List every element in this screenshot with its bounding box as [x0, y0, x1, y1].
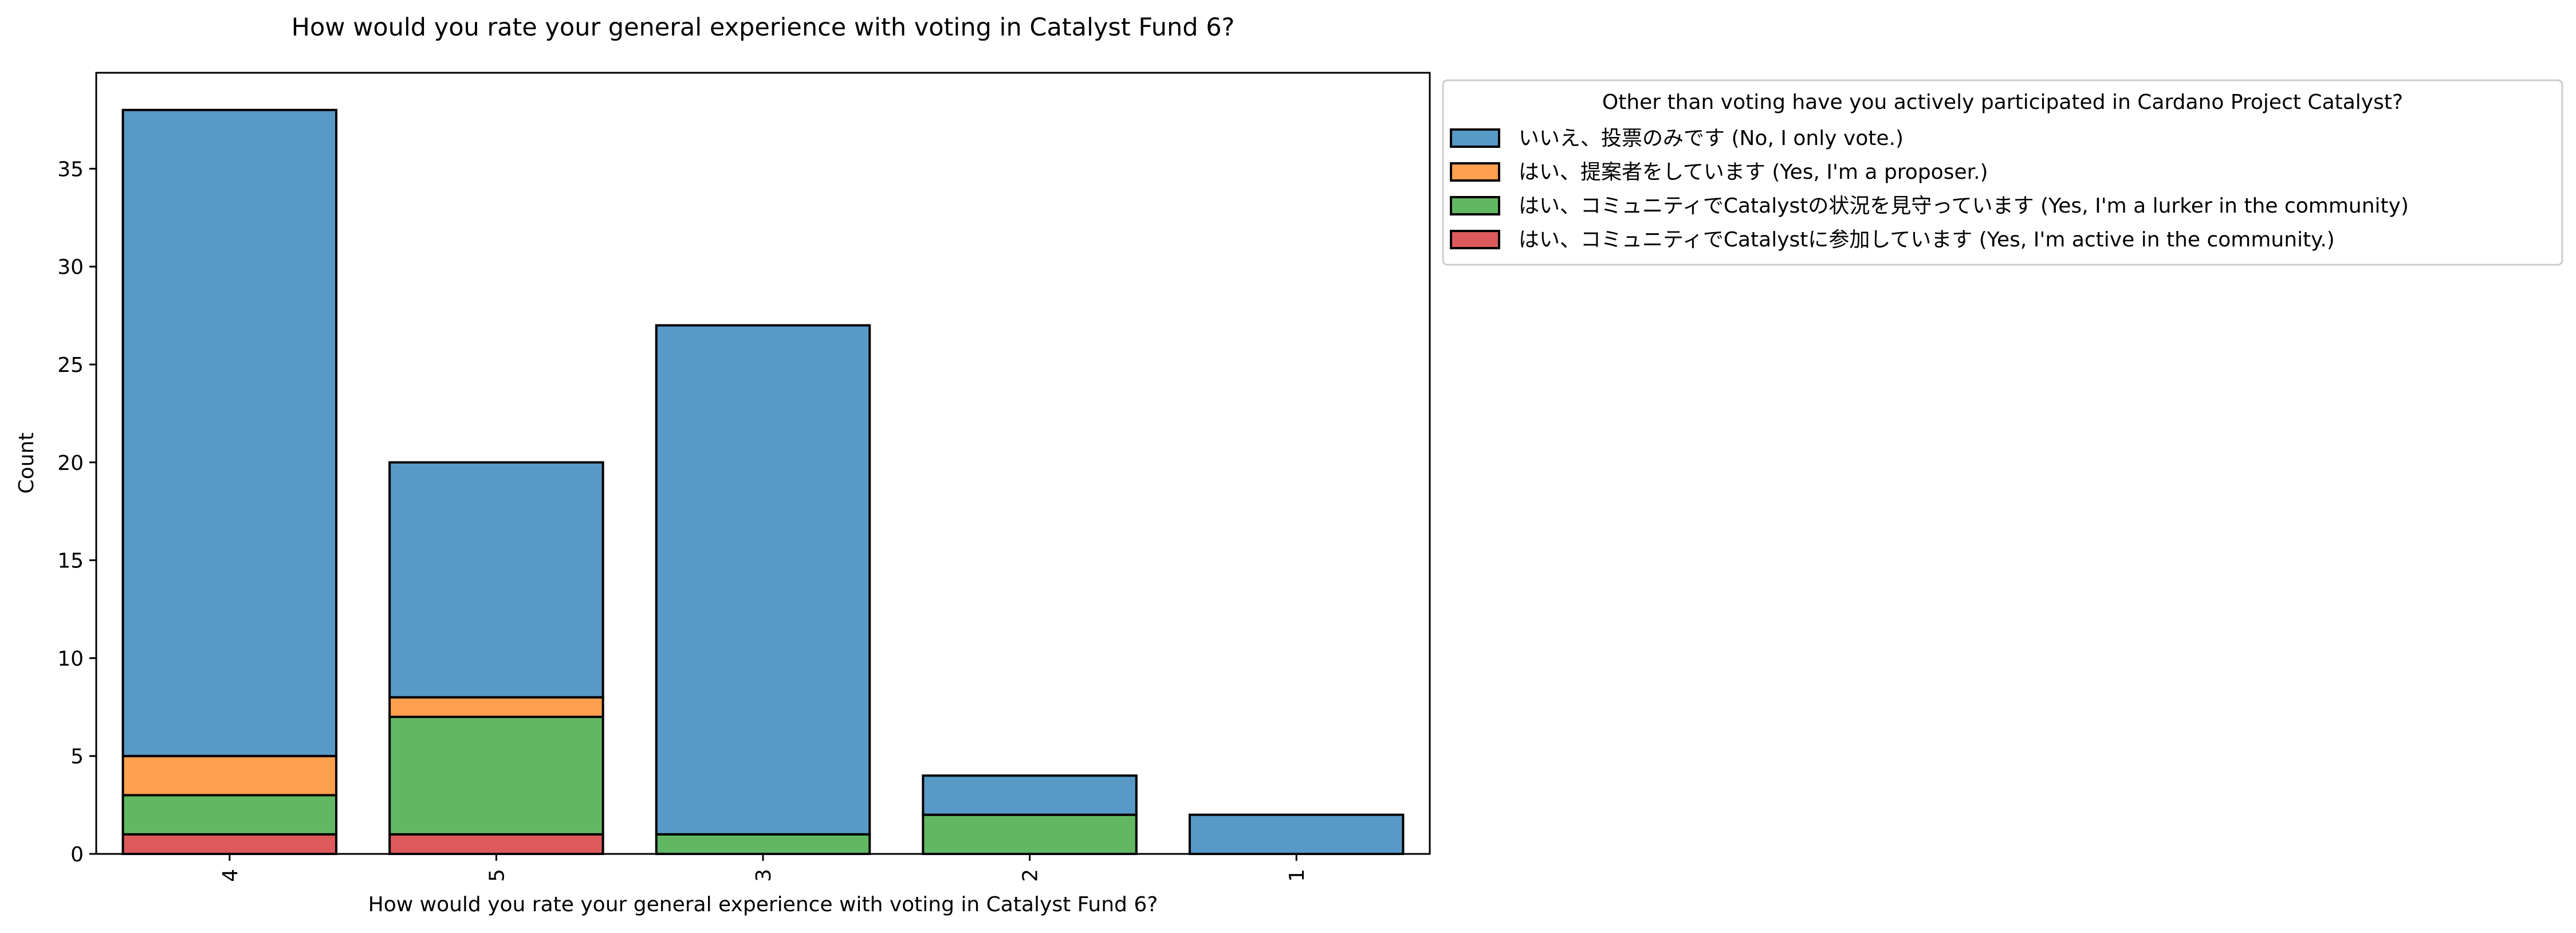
bar-segment: [388, 696, 604, 718]
y-tick-label: 0: [70, 843, 84, 867]
legend-entry-label: はい、コミュニティでCatalystの状況を見守っています (Yes, I'm …: [1519, 194, 2409, 218]
bar-segment: [121, 794, 338, 836]
legend-title: Other than voting have you actively part…: [1602, 91, 2403, 114]
y-axis-label: Count: [15, 433, 38, 494]
x-tick-label: 4: [219, 869, 242, 882]
legend-entry-label: はい、コミュニティでCatalystに参加しています (Yes, I'm act…: [1519, 228, 2335, 252]
bar-segment: [388, 461, 604, 699]
legend-swatch: [1450, 230, 1500, 249]
x-tick-label: 3: [752, 869, 776, 882]
bar-segment: [121, 833, 338, 855]
bar-segment: [655, 833, 871, 855]
y-tick-label: 15: [57, 550, 84, 573]
y-axis: 0 5 10 15 20 25 30 35: [57, 158, 96, 867]
legend-swatch: [1450, 196, 1500, 215]
legend-frame: [1442, 79, 2563, 266]
y-tick-label: 35: [57, 158, 84, 181]
bar-segment: [121, 755, 338, 797]
legend: Other than voting have you actively part…: [1442, 79, 2563, 266]
x-tick-label: 1: [1285, 869, 1309, 882]
legend-swatch: [1450, 128, 1500, 148]
legend-entry-label: はい、提案者をしています (Yes, I'm a proposer.): [1519, 160, 1988, 184]
y-tick-label: 20: [57, 452, 84, 475]
x-tick-label: 2: [1019, 869, 1043, 882]
x-tick-label: 5: [485, 869, 509, 882]
y-tick-label: 10: [57, 647, 84, 671]
legend-swatch: [1450, 162, 1500, 182]
x-axis: 4 5 3 2 1: [219, 854, 1309, 882]
y-tick-label: 25: [57, 354, 84, 377]
legend-entry-label: いいえ、投票のみです (No, I only vote.): [1519, 127, 1904, 150]
bar-segment: [388, 833, 604, 855]
bar-segment: [655, 324, 871, 836]
y-tick-label: 30: [57, 256, 84, 279]
bar-segment: [388, 715, 604, 836]
x-axis-label: How would you rate your general experien…: [368, 893, 1158, 916]
bar-segment: [1188, 813, 1405, 855]
bar-segment: [922, 774, 1138, 816]
plot-area: [121, 108, 1405, 855]
y-tick-label: 5: [70, 745, 84, 769]
bar-segment: [121, 108, 338, 758]
chart-title: How would you rate your general experien…: [292, 13, 1235, 42]
bar-segment: [922, 813, 1138, 855]
